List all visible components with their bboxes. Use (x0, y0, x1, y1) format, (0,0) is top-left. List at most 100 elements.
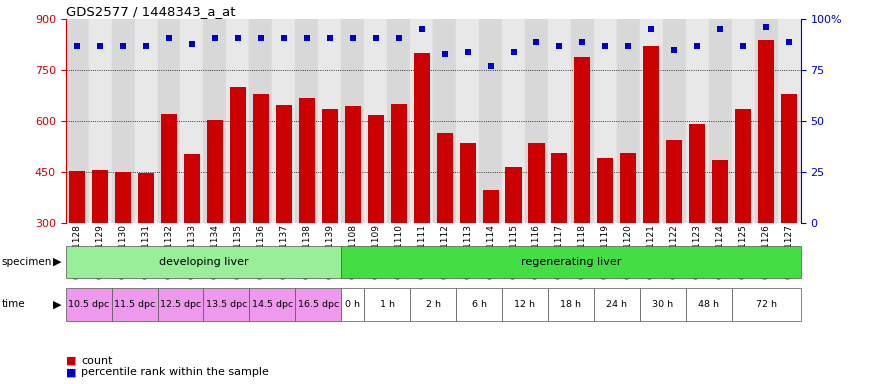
Bar (364, 288, 410, 321)
Text: ▶: ▶ (52, 299, 61, 310)
Bar (276, 105, 292, 223)
Bar (617, 19, 640, 223)
Text: 12 h: 12 h (514, 300, 536, 309)
Bar (410, 19, 433, 223)
Bar (138, 173, 154, 223)
Bar (620, 153, 636, 223)
Bar (735, 109, 752, 223)
Bar (548, 19, 571, 223)
Bar (480, 19, 502, 223)
Bar (298, 98, 315, 223)
Text: 13.5 dpc: 13.5 dpc (206, 300, 247, 309)
Text: 11.5 dpc: 11.5 dpc (114, 300, 155, 309)
Bar (92, 170, 108, 223)
Bar (781, 94, 797, 223)
Bar (390, 104, 407, 223)
Bar (322, 109, 338, 223)
Bar (456, 19, 480, 223)
Bar (66, 288, 112, 321)
Bar (686, 288, 732, 321)
Text: percentile rank within the sample: percentile rank within the sample (81, 367, 270, 377)
Bar (598, 158, 613, 223)
Text: developing liver: developing liver (158, 257, 248, 267)
Bar (388, 19, 410, 223)
Bar (112, 288, 158, 321)
Bar (690, 124, 705, 223)
Bar (249, 288, 296, 321)
Text: specimen: specimen (2, 257, 52, 267)
Bar (525, 19, 548, 223)
Bar (341, 19, 364, 223)
Bar (345, 106, 360, 223)
Text: ■: ■ (66, 367, 76, 377)
Bar (253, 94, 269, 223)
Bar (663, 19, 686, 223)
Bar (754, 19, 778, 223)
Bar (643, 46, 660, 223)
Bar (778, 19, 801, 223)
Bar (184, 154, 200, 223)
Text: 18 h: 18 h (561, 300, 582, 309)
Bar (732, 19, 754, 223)
Text: ▶: ▶ (52, 257, 61, 267)
Bar (296, 19, 318, 223)
Bar (66, 19, 88, 223)
Text: 2 h: 2 h (425, 300, 441, 309)
Bar (158, 19, 180, 223)
Text: time: time (2, 299, 25, 310)
Bar (69, 171, 85, 223)
Bar (88, 19, 112, 223)
Text: 14.5 dpc: 14.5 dpc (252, 300, 293, 309)
Bar (666, 140, 682, 223)
Bar (594, 19, 617, 223)
Bar (410, 288, 456, 321)
Bar (135, 19, 158, 223)
Bar (341, 288, 364, 321)
Bar (203, 288, 249, 321)
Bar (686, 19, 709, 223)
Bar (758, 40, 774, 223)
Text: 12.5 dpc: 12.5 dpc (160, 300, 201, 309)
Bar (161, 114, 177, 223)
Text: count: count (81, 356, 113, 366)
Bar (712, 160, 728, 223)
Bar (437, 133, 452, 223)
Bar (414, 53, 430, 223)
Text: 1 h: 1 h (380, 300, 395, 309)
Bar (502, 19, 525, 223)
Bar (272, 19, 296, 223)
Bar (296, 288, 341, 321)
Bar (640, 19, 663, 223)
Text: 10.5 dpc: 10.5 dpc (68, 300, 109, 309)
Bar (364, 19, 388, 223)
Text: 30 h: 30 h (652, 300, 674, 309)
Bar (206, 120, 223, 223)
Bar (548, 288, 594, 321)
Bar (227, 19, 249, 223)
Bar (203, 19, 227, 223)
Bar (318, 19, 341, 223)
Bar (594, 288, 640, 321)
Text: 72 h: 72 h (756, 300, 777, 309)
Bar (732, 288, 801, 321)
Bar (66, 246, 341, 278)
Text: 6 h: 6 h (472, 300, 487, 309)
Text: 16.5 dpc: 16.5 dpc (298, 300, 339, 309)
Bar (341, 246, 801, 278)
Text: GDS2577 / 1448343_a_at: GDS2577 / 1448343_a_at (66, 5, 235, 18)
Bar (502, 288, 548, 321)
Bar (459, 143, 476, 223)
Bar (115, 172, 131, 223)
Bar (571, 19, 594, 223)
Text: ■: ■ (66, 356, 76, 366)
Bar (112, 19, 135, 223)
Bar (433, 19, 456, 223)
Bar (528, 143, 544, 223)
Text: regenerating liver: regenerating liver (521, 257, 621, 267)
Bar (456, 288, 502, 321)
Bar (180, 19, 203, 223)
Bar (158, 288, 203, 321)
Bar (709, 19, 731, 223)
Bar (574, 56, 591, 223)
Text: 24 h: 24 h (606, 300, 627, 309)
